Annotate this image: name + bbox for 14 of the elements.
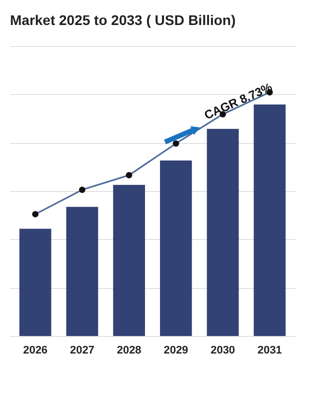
bar [113,184,145,336]
x-tick-label: 2029 [164,344,188,356]
x-tick-label: 2026 [23,344,48,356]
x-tick-label: 2028 [116,344,142,356]
bar [254,104,286,336]
x-tick-label: 2031 [257,344,282,356]
x-tick-label: 2027 [70,344,94,356]
chart-title: Market 2025 to 2033 ( USD Billion) [10,12,236,28]
x-tick-label: 2030 [210,344,236,356]
bar [19,228,52,336]
bar [160,160,192,336]
annotation: CAGR 8.73% [202,80,275,122]
bar [206,128,239,336]
bar [66,206,98,336]
